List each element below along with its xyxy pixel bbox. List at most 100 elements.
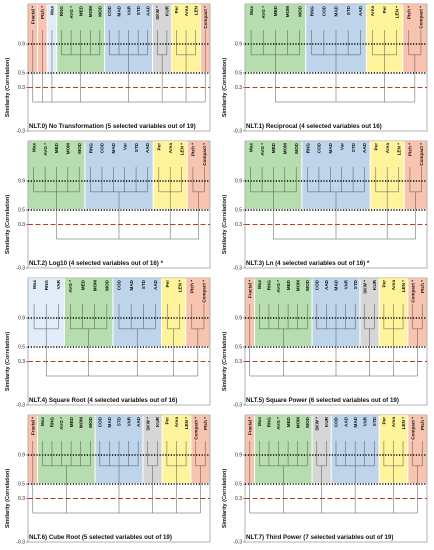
panel-caption: NLT.1) Reciprocal (4 selected variables …: [246, 123, 382, 130]
y-tick-label: 0.3: [235, 85, 242, 91]
leaf-label: STD: [117, 416, 122, 426]
panel-caption: NLT.2) Log10 (4 selected variables out o…: [29, 260, 164, 267]
panel-1: Max AVG * MED MOM MOD RNG COD MAD STD AAD Area Per L…: [222, 3, 428, 135]
y-tick-label: 0.3: [235, 222, 242, 228]
leaf-label: Per: [382, 6, 387, 14]
leaf-label: SKW *: [155, 6, 160, 20]
leaf-label: KUR: [372, 279, 377, 290]
leaf-label: Ptch *: [408, 143, 413, 156]
y-tick-label: 0.5: [235, 71, 242, 77]
leaf-label: MOM: [285, 6, 290, 17]
panel-3: Max AVG * MED MOM MOD RNG COD MAD Var STD AAD Per Ar…: [222, 140, 428, 272]
panel-caption: NLT.4) Square Root (4 selected variables…: [29, 397, 177, 404]
leaf-label: MED: [80, 279, 85, 290]
leaf-label: AVG *: [69, 6, 74, 19]
leaf-label: RNG: [267, 280, 272, 291]
y-tick-label: 0.9: [18, 179, 25, 185]
leaf-label: AAD: [145, 5, 150, 16]
leaf-label: AAD: [145, 142, 150, 153]
y-axis-label: Similarity (Correlation): [5, 195, 11, 254]
leaf-label: Ptch *: [40, 6, 45, 19]
leaf-label: Ptch *: [191, 143, 196, 156]
leaf-label: MED: [271, 142, 276, 153]
leaf-label: AAD: [343, 416, 348, 427]
y-axis-label: Similarity (Correlation): [5, 332, 11, 391]
panel-caption: NLT.5) Square Power (6 selected variable…: [246, 397, 399, 404]
y-tick-label: 0.5: [235, 345, 242, 351]
leaf-label: MOD: [305, 416, 310, 427]
leaf-label: Area: [184, 6, 189, 17]
y-tick-label: -0.3: [16, 540, 25, 546]
leaf-label: AVG *: [261, 6, 266, 19]
leaf-label: Ptch *: [407, 6, 412, 19]
leaf-label: VAR: [56, 279, 61, 289]
leaf-label: MOD: [297, 5, 302, 16]
leaf-label: STD: [136, 5, 141, 15]
y-tick-label: 0.3: [235, 359, 242, 365]
y-tick-label: 0.5: [235, 482, 242, 488]
leaf-label: MED: [78, 5, 83, 16]
leaf-label: LEN: [193, 5, 198, 15]
leaf-label: MOD: [294, 142, 299, 153]
panel-2: Max AVG * MED MOM MOD RNG COD MAD Var STD AAD Per Ar…: [5, 140, 211, 272]
leaf-label: AVG *: [68, 280, 73, 293]
leaf-label: VAR: [126, 5, 131, 15]
leaf-label: MAD: [107, 416, 112, 427]
leaf-label: SKW *: [145, 417, 150, 431]
leaf-label: Per: [374, 143, 379, 151]
leaf-label: Per: [157, 143, 162, 151]
y-axis-label: Similarity (Correlation): [222, 58, 228, 117]
leaf-label: KUR: [324, 416, 329, 427]
y-tick-label: -0.3: [233, 403, 242, 409]
leaf-label: RNG: [88, 143, 93, 154]
y-tick-label: 0.9: [18, 42, 25, 48]
leaf-label: STD: [351, 142, 356, 152]
leaf-label: Compact *: [419, 6, 424, 29]
leaf-label: RNG: [44, 280, 49, 291]
leaf-label: Fractal *: [247, 417, 252, 435]
leaf-label: MOM: [78, 417, 83, 428]
y-tick-label: 0.9: [235, 316, 242, 322]
leaf-label: RNG: [267, 417, 272, 428]
leaf-label: MAD: [129, 279, 134, 290]
y-tick-label: 0.3: [18, 496, 25, 502]
panel-0: Fractal * Ptch * Max RNG AVG * MED MOM MOD COD MA…: [5, 3, 211, 135]
y-tick-label: 0.5: [18, 345, 25, 351]
panel-caption: NLT.6) Cube Root (5 selected variables o…: [29, 534, 172, 541]
leaf-label: Per: [165, 417, 170, 425]
leaf-label: MED: [286, 416, 291, 427]
y-tick-label: -0.3: [233, 129, 242, 135]
leaf-label: Per: [174, 6, 179, 14]
y-tick-label: 0.5: [18, 208, 25, 214]
leaf-label: Ptch *: [420, 280, 425, 293]
leaf-label: LEN *: [401, 280, 406, 292]
leaf-label: Compact *: [419, 143, 424, 166]
leaf-label: AAD: [324, 279, 329, 290]
leaf-label: Compact *: [410, 417, 415, 440]
panel-6: Fractal * Max RNG AVG * MED MOM MOD COD MAD STD VA…: [5, 414, 211, 546]
leaf-label: Max: [257, 280, 262, 289]
leaf-label: Ptch *: [190, 280, 195, 293]
panel-caption: NLT.3) Ln (4 selected variables out of 1…: [246, 260, 370, 267]
leaf-label: AAD: [362, 142, 367, 153]
panel-7: Fractal * Max RNG AVG * MED MOM MOD SKW * KUR COD…: [222, 414, 428, 546]
y-tick-label: -0.3: [16, 403, 25, 409]
leaf-label: RNG: [305, 143, 310, 154]
leaf-label: Fractal *: [247, 280, 252, 298]
leaf-label: AAD: [153, 279, 158, 290]
y-tick-label: 0.9: [235, 42, 242, 48]
leaf-label: MOM: [283, 143, 288, 154]
panel-caption: NLT.7) Third Power (7 selected variables…: [246, 534, 393, 541]
leaf-label: AVG *: [276, 417, 281, 430]
leaf-label: Max: [257, 417, 262, 426]
leaf-label: STD: [346, 5, 351, 15]
leaf-label: COD: [334, 416, 339, 427]
leaf-label: Compact *: [203, 6, 208, 29]
y-tick-label: -0.3: [16, 129, 25, 135]
leaf-label: COD: [315, 279, 320, 290]
leaf-label: COD: [322, 5, 327, 16]
leaf-label: MAD: [117, 5, 122, 16]
leaf-label: MED: [54, 142, 59, 153]
leaf-label: KUR: [155, 416, 160, 427]
